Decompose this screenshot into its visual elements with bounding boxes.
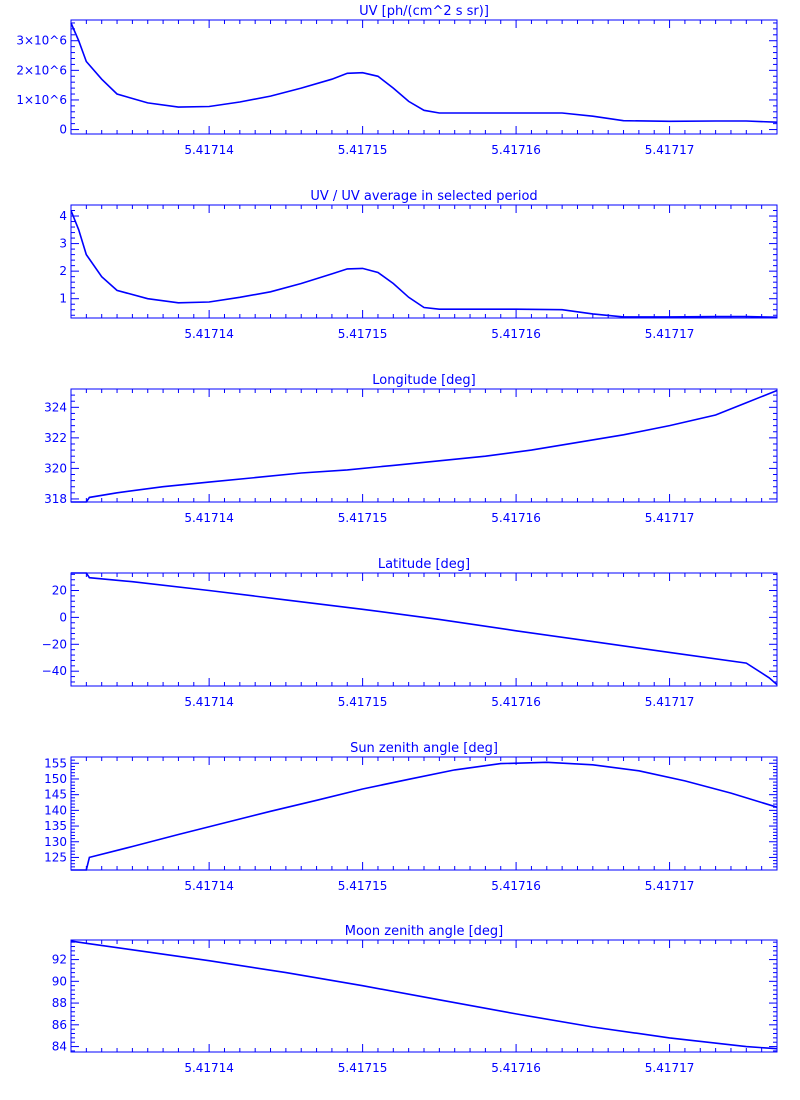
y-tick-label: 150	[44, 772, 67, 786]
y-tick-label: 324	[44, 400, 67, 414]
y-tick-label: 0	[59, 610, 67, 624]
y-tick-label: 2	[59, 264, 67, 278]
chart-title: Sun zenith angle [deg]	[350, 741, 498, 756]
chart-title: Latitude [deg]	[378, 557, 470, 572]
x-tick-label: 5.41716	[491, 327, 541, 341]
chart-title: Longitude [deg]	[372, 373, 475, 388]
y-tick-label: 1	[59, 292, 67, 306]
y-tick-label: 140	[44, 803, 67, 817]
plot-frame	[70, 756, 778, 871]
chart-panel-1: UV [ph/(cm^2 s sr)] 5.41714 5.41715 5.41716…	[16, 4, 778, 157]
series-line	[71, 389, 778, 503]
x-tick-label: 5.41717	[645, 327, 695, 341]
x-tick-label: 5.41717	[645, 511, 695, 525]
x-tick-label: 5.41714	[184, 879, 234, 893]
y-tick-label: 3	[59, 237, 67, 251]
chart-panel-6: Moon zenith angle [deg] 5.41714 5.41715 5.4…	[52, 924, 778, 1075]
y-tick-label: 135	[44, 819, 67, 833]
x-tick-label: 5.41714	[184, 143, 234, 157]
x-tick-label: 5.41717	[645, 879, 695, 893]
series-line	[71, 572, 778, 686]
y-tick-label: 92	[52, 953, 67, 967]
x-tick-label: 5.41717	[645, 143, 695, 157]
y-tick-label: −40	[42, 664, 67, 678]
chart-panel-2: UV / UV average in selected period 5.4171…	[59, 189, 778, 341]
plot-frame	[70, 572, 778, 687]
y-tick-label: 2×10^6	[16, 63, 67, 77]
chart-title: UV / UV average in selected period	[310, 189, 537, 204]
y-tick-label: 155	[44, 756, 67, 770]
y-tick-label: 90	[52, 974, 67, 988]
series-line	[71, 761, 778, 871]
y-tick-label: 3×10^6	[16, 34, 67, 48]
series-line	[70, 940, 778, 1050]
y-tick-label: 318	[44, 492, 67, 506]
x-tick-label: 5.41714	[184, 327, 234, 341]
x-tick-label: 5.41715	[338, 143, 388, 157]
series-line	[70, 210, 778, 318]
x-tick-label: 5.41717	[645, 1061, 695, 1075]
x-tick-label: 5.41715	[338, 511, 388, 525]
chart-title: UV [ph/(cm^2 s sr)]	[359, 4, 489, 19]
chart-panel-4: Latitude [deg] 5.41714 5.41715 5.41716 5.417…	[42, 557, 778, 709]
chart-title: Moon zenith angle [deg]	[345, 924, 503, 939]
x-tick-label: 5.41714	[184, 695, 234, 709]
y-tick-label: 125	[44, 850, 67, 864]
x-tick-label: 5.41715	[338, 1061, 388, 1075]
y-tick-label: 20	[52, 583, 67, 597]
chart-panel-3: Longitude [deg] 5.41714 5.41715 5.41716 5.41…	[44, 373, 778, 525]
x-tick-label: 5.41716	[491, 879, 541, 893]
y-tick-label: 130	[44, 835, 67, 849]
x-tick-label: 5.41716	[491, 1061, 541, 1075]
y-tick-label: 4	[59, 209, 67, 223]
x-tick-label: 5.41716	[491, 511, 541, 525]
x-tick-label: 5.41715	[338, 879, 388, 893]
y-tick-label: 88	[52, 996, 67, 1010]
y-tick-label: −20	[42, 637, 67, 651]
x-tick-label: 5.41717	[645, 695, 695, 709]
x-tick-label: 5.41716	[491, 143, 541, 157]
plot-frame	[70, 19, 778, 135]
y-tick-label: 0	[59, 123, 67, 137]
x-tick-label: 5.41716	[491, 695, 541, 709]
x-tick-label: 5.41714	[184, 511, 234, 525]
y-tick-label: 1×10^6	[16, 93, 67, 107]
plot-frame	[70, 204, 778, 319]
y-tick-label: 320	[44, 461, 67, 475]
y-tick-label: 322	[44, 431, 67, 445]
y-tick-label: 84	[52, 1040, 67, 1054]
series-line	[70, 22, 778, 123]
x-tick-label: 5.41715	[338, 327, 388, 341]
y-tick-label: 86	[52, 1018, 67, 1032]
x-tick-label: 5.41715	[338, 695, 388, 709]
chart-panel-5: Sun zenith angle [deg] 5.41714 5.41715 5.41…	[44, 741, 778, 893]
y-tick-label: 145	[44, 788, 67, 802]
x-tick-label: 5.41714	[184, 1061, 234, 1075]
